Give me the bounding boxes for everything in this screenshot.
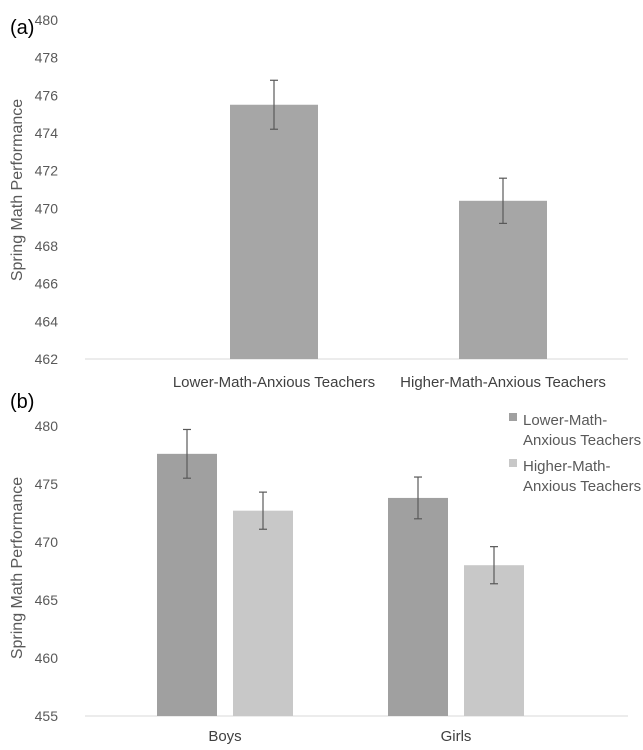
y-tick-label: 470	[35, 534, 59, 550]
y-tick-label: 464	[35, 313, 59, 329]
legend-swatch	[509, 459, 517, 467]
y-tick-label: 475	[35, 476, 59, 492]
y-tick-label: 480	[35, 418, 59, 434]
legend-swatch	[509, 413, 517, 421]
y-tick-label: 466	[35, 276, 59, 292]
y-tick-label: 462	[35, 351, 59, 367]
bar	[464, 565, 524, 716]
bar	[230, 104, 318, 359]
y-tick-label: 465	[35, 592, 59, 608]
bar	[388, 497, 448, 716]
y-tick-label: 476	[35, 87, 59, 103]
x-category-label: Girls	[441, 728, 472, 745]
y-tick-label: 455	[35, 708, 59, 724]
x-category-label: Lower-Math-Anxious Teachers	[173, 374, 375, 391]
y-axis-title: Spring Math Performance	[9, 99, 26, 281]
legend-label: Higher-Math-	[523, 458, 611, 475]
y-tick-label: 470	[35, 200, 59, 216]
panel-label: (b)	[10, 391, 34, 413]
bar	[459, 200, 547, 359]
y-axis-title: Spring Math Performance	[9, 477, 26, 659]
y-tick-label: 480	[35, 12, 59, 28]
y-tick-label: 478	[35, 50, 59, 66]
panel-label: (a)	[10, 17, 34, 39]
legend-label: Anxious Teachers	[523, 432, 641, 449]
y-tick-label: 460	[35, 650, 59, 666]
x-category-label: Boys	[208, 728, 241, 745]
y-tick-label: 472	[35, 163, 59, 179]
x-category-label: Higher-Math-Anxious Teachers	[400, 374, 606, 391]
bar	[233, 510, 293, 716]
bar	[157, 453, 217, 716]
y-tick-label: 474	[35, 125, 59, 141]
legend-label: Lower-Math-	[523, 412, 607, 429]
legend-label: Anxious Teachers	[523, 478, 641, 495]
y-tick-label: 468	[35, 238, 59, 254]
